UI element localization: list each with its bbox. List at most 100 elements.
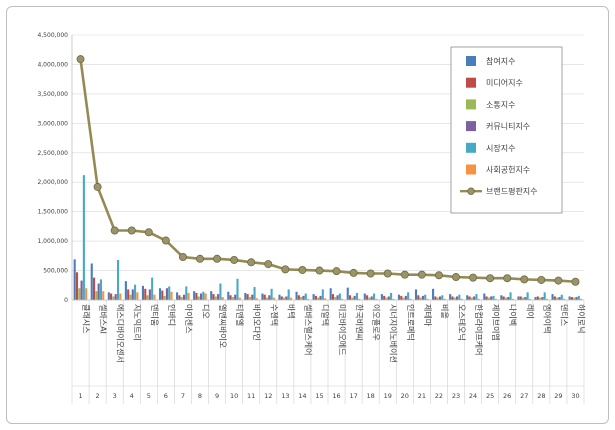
bar: [187, 292, 190, 300]
category-number: 29: [554, 392, 562, 400]
line-point: [571, 277, 580, 286]
category-number: 15: [315, 392, 323, 400]
line-series: [76, 55, 580, 286]
bar: [248, 297, 251, 300]
bar: [163, 295, 166, 300]
bar: [409, 298, 412, 300]
bar: [390, 292, 393, 300]
bar: [255, 298, 258, 300]
line-point: [93, 182, 102, 191]
bar: [102, 291, 105, 300]
category-label: 셀바스헬스케어: [303, 304, 313, 356]
category-label: 지노믹트리: [133, 304, 143, 341]
bar: [372, 293, 376, 300]
bar: [475, 294, 478, 300]
line-point: [161, 236, 170, 245]
bar: [234, 294, 237, 300]
bar: [141, 285, 144, 300]
bar: [353, 295, 356, 300]
bar: [543, 292, 546, 300]
category-number: 6: [164, 392, 168, 400]
bar: [417, 295, 420, 300]
bar: [246, 294, 249, 300]
bar: [99, 279, 102, 300]
bar: [253, 287, 256, 300]
category-number: 13: [281, 392, 289, 400]
bar: [368, 297, 371, 300]
category-label: 엘앤씨바이오: [218, 304, 228, 348]
bar: [397, 294, 400, 300]
bar: [575, 297, 578, 300]
bar: [272, 297, 275, 300]
bar: [270, 288, 273, 300]
bar: [151, 277, 154, 300]
bar: [545, 298, 549, 300]
line-point: [434, 271, 443, 280]
bar: [434, 296, 437, 300]
line-point: [247, 258, 256, 267]
bar: [366, 295, 369, 300]
bar: [451, 296, 454, 300]
category-label: 바이오다인: [252, 304, 262, 341]
bar: [112, 296, 115, 300]
bar: [351, 297, 354, 300]
category-number: 25: [486, 392, 494, 400]
category-label: 제이브이엠: [491, 304, 501, 341]
bar: [487, 297, 490, 300]
bar: [402, 297, 405, 300]
bar: [185, 286, 188, 300]
bar-series: [73, 175, 583, 300]
line-point: [417, 270, 426, 279]
category-label: 하이로닉: [576, 304, 586, 333]
bar: [114, 294, 117, 300]
bar: [355, 292, 358, 300]
line-point: [213, 254, 222, 263]
bar: [414, 289, 418, 300]
category-label: 티앤엘: [235, 304, 245, 326]
bar: [170, 291, 173, 300]
bar: [319, 295, 322, 300]
category-number: 27: [520, 392, 528, 400]
bar: [131, 289, 134, 300]
bar: [289, 297, 293, 300]
bar: [449, 294, 452, 300]
bar: [528, 298, 531, 300]
legend-label: 미디어지수: [486, 78, 523, 88]
category-label: 레이: [525, 304, 535, 319]
bar: [182, 294, 186, 300]
bar: [490, 296, 493, 300]
bar: [229, 295, 232, 300]
category-label: 엠아이텍: [542, 304, 552, 333]
bar: [93, 277, 96, 300]
bar: [341, 298, 344, 300]
bar: [375, 298, 378, 300]
line-point: [503, 274, 512, 283]
legend-swatch: [466, 121, 476, 132]
line-point: [332, 267, 341, 276]
y-tick-label: 2,000,000: [37, 179, 68, 186]
category-label: 한컴라이프케어: [474, 304, 484, 356]
category-number: 5: [147, 392, 151, 400]
bar: [492, 295, 495, 300]
bar: [124, 281, 127, 300]
category-label: 수젠텍: [269, 304, 279, 326]
line-point: [554, 276, 563, 285]
category-label: 인바디: [167, 304, 177, 326]
bar: [193, 291, 196, 300]
category-number: 2: [96, 392, 100, 400]
bar: [383, 295, 386, 300]
bar: [577, 295, 580, 300]
bar: [283, 297, 286, 300]
bar: [539, 297, 542, 300]
bar: [204, 293, 207, 300]
category-label: 오스테오닉: [457, 304, 466, 341]
bar: [165, 288, 168, 300]
bar: [321, 289, 324, 300]
category-label: 나이벡: [508, 304, 518, 326]
bar: [370, 296, 373, 300]
bar: [82, 175, 85, 300]
bar: [419, 297, 422, 300]
line-point: [281, 265, 290, 274]
bar: [580, 298, 583, 300]
bar: [85, 288, 88, 300]
